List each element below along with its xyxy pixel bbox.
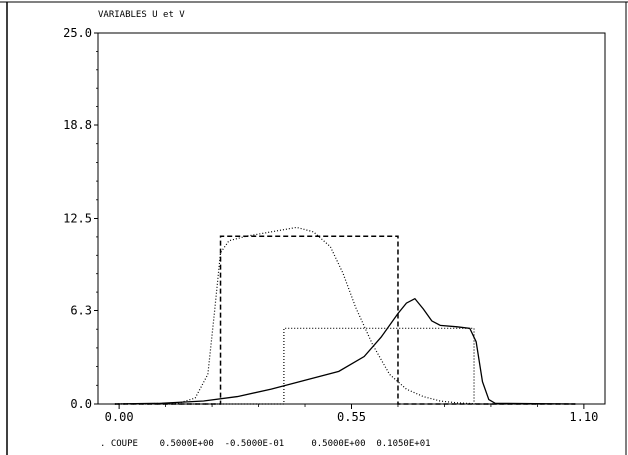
- chart-title: VARIABLES U et V: [98, 10, 185, 20]
- axes: 0.0 6.3 12.5 18.8 25.0 0.00 0.55 1.10: [63, 26, 606, 424]
- series-group: [114, 226, 576, 405]
- x-tick-label: 0.55: [337, 410, 366, 424]
- y-tick-label: 0.0: [70, 397, 92, 411]
- y-tick-label: 18.8: [63, 118, 92, 132]
- series-line-1: [114, 235, 576, 405]
- x-tick-label: 1.10: [569, 410, 598, 424]
- y-tick-label: 12.5: [63, 212, 92, 226]
- series-line-2: [114, 327, 576, 405]
- x-tick-label: 0.00: [105, 410, 134, 424]
- series-line-4: [114, 297, 576, 405]
- plot-frame: [97, 32, 606, 405]
- y-tick-label: 25.0: [63, 26, 92, 40]
- footer-text: . COUPE 0.5000E+00 -0.5000E-01 0.5000E+0…: [100, 439, 431, 449]
- y-tick-label: 6.3: [70, 304, 92, 318]
- series-line-3: [114, 226, 576, 405]
